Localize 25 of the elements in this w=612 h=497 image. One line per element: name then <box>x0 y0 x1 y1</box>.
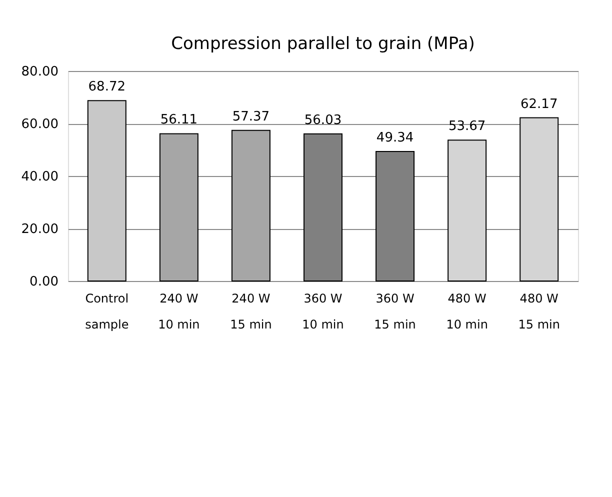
y-tick-label: 60.00 <box>21 117 58 132</box>
bar <box>87 100 126 282</box>
x-tick-label: Control sample <box>85 292 129 332</box>
data-label: 68.72 <box>88 80 126 95</box>
y-tick-label: 80.00 <box>21 64 58 80</box>
bar <box>231 130 270 282</box>
data-label: 53.67 <box>448 119 486 134</box>
y-tick-label: 0.00 <box>30 274 58 290</box>
chart-title: Compression parallel to grain (MPa) <box>171 34 475 54</box>
data-label: 62.17 <box>520 96 558 112</box>
x-tick-label: 480 W 15 min <box>518 292 560 332</box>
bar <box>520 117 559 282</box>
x-tick-label: 360 W 15 min <box>374 292 416 332</box>
x-tick-label: 240 W 15 min <box>230 292 272 332</box>
x-tick-label: 360 W 10 min <box>302 292 344 332</box>
data-label: 56.11 <box>160 112 198 128</box>
data-label: 56.03 <box>304 112 342 128</box>
y-tick-label: 40.00 <box>21 170 58 184</box>
x-tick-label: 480 W 10 min <box>446 292 488 332</box>
bar <box>448 140 487 282</box>
y-tick-label: 20.00 <box>21 222 58 237</box>
data-label: 49.34 <box>376 130 414 146</box>
x-tick-label: 240 W 10 min <box>158 292 200 332</box>
data-label: 57.37 <box>232 109 270 124</box>
bar <box>159 133 198 282</box>
